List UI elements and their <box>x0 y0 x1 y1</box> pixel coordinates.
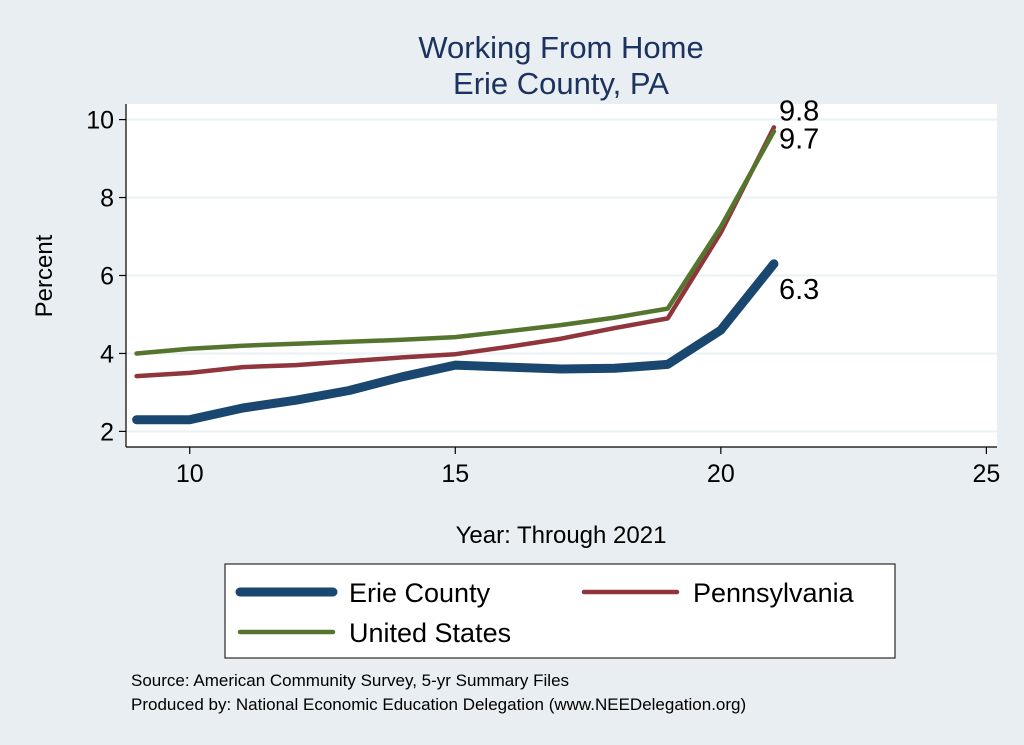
endlabel-layer: 6.3 9.89.7 <box>779 95 819 305</box>
x-tick-label: 25 <box>972 460 1000 488</box>
series-line-united-states <box>134 129 777 356</box>
legend-label-erie-county: Erie County <box>349 578 491 608</box>
chart-subtitle: Erie County, PA <box>453 66 669 101</box>
tick-layer: 2 4 6 8 10 10 15 20 25 <box>86 107 1000 488</box>
end-label-united-states: 9.7 <box>779 123 819 155</box>
y-tick-label: 6 <box>100 263 114 291</box>
legend: Erie County Pennsylvania United States <box>235 578 855 648</box>
y-tick-label: 8 <box>100 185 114 213</box>
y-tick-label: 2 <box>100 418 114 446</box>
end-label-pennsylvania: 9.8 <box>779 95 819 127</box>
series-line-erie-county <box>132 259 779 425</box>
grid-layer <box>126 118 997 433</box>
series-layer <box>132 125 779 425</box>
legend-label-pennsylvania: Pennsylvania <box>693 578 855 608</box>
x-tick-label: 15 <box>441 460 469 488</box>
produced-note: Produced by: National Economic Education… <box>131 695 746 714</box>
source-note: Source: American Community Survey, 5-yr … <box>131 671 569 690</box>
chart-title: Working From Home <box>418 30 703 65</box>
x-axis-title: Year: Through 2021 <box>456 522 667 549</box>
y-axis-title: Percent <box>31 234 58 317</box>
series-line-pennsylvania <box>134 125 777 379</box>
x-tick-label: 10 <box>176 460 204 488</box>
y-tick-label: 4 <box>100 340 114 368</box>
legend-label-united-states: United States <box>349 618 511 648</box>
end-label-erie-county: 6.3 <box>779 274 819 306</box>
y-tick-label: 10 <box>86 107 114 135</box>
legend-box <box>224 563 896 659</box>
x-tick-label: 20 <box>707 460 735 488</box>
